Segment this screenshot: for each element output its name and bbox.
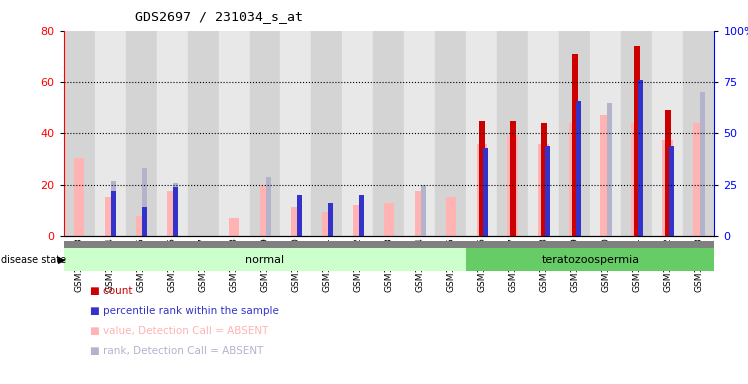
Bar (507, 136, 518, 236)
Bar (700, 92, 705, 236)
Text: ■ rank, Detection Call = ABSENT: ■ rank, Detection Call = ABSENT (90, 346, 263, 356)
Bar (156, 31, 188, 236)
Bar (476, 144, 488, 236)
Bar (229, 218, 239, 236)
Bar (105, 197, 115, 236)
Bar (290, 207, 301, 236)
Bar (311, 31, 343, 236)
Bar (188, 31, 218, 236)
Bar (539, 144, 549, 236)
Bar (73, 158, 85, 236)
Bar (572, 54, 578, 236)
Bar (446, 197, 456, 236)
Bar (541, 123, 547, 236)
Bar (545, 146, 550, 236)
Bar (435, 31, 467, 236)
Bar (94, 31, 126, 236)
Bar (352, 205, 364, 236)
Text: disease state: disease state (1, 255, 66, 265)
Bar (328, 203, 333, 236)
Bar (111, 191, 116, 236)
Bar (497, 31, 528, 236)
Bar (174, 183, 178, 236)
Bar (669, 146, 674, 236)
Bar (174, 187, 178, 236)
Bar (298, 195, 302, 236)
Text: normal: normal (245, 255, 284, 265)
Bar (634, 46, 640, 236)
Bar (322, 212, 332, 236)
Text: ■ value, Detection Call = ABSENT: ■ value, Detection Call = ABSENT (90, 326, 268, 336)
Text: ▶: ▶ (58, 255, 65, 265)
Bar (359, 195, 364, 236)
Bar (483, 148, 488, 236)
Text: ■ count: ■ count (90, 286, 132, 296)
Bar (560, 31, 590, 236)
Text: GDS2697 / 231034_s_at: GDS2697 / 231034_s_at (135, 10, 303, 23)
Bar (528, 31, 560, 236)
Bar (652, 31, 684, 236)
Bar (343, 31, 373, 236)
Bar (601, 115, 611, 236)
Text: ■ percentile rank within the sample: ■ percentile rank within the sample (90, 306, 279, 316)
Bar (421, 185, 426, 236)
Bar (693, 123, 705, 236)
Bar (405, 31, 435, 236)
Bar (631, 123, 643, 236)
Bar (569, 123, 580, 236)
Bar (218, 31, 250, 236)
Bar (607, 103, 612, 236)
Bar (142, 207, 147, 236)
Bar (384, 203, 394, 236)
Bar (479, 121, 485, 236)
Bar (142, 168, 147, 236)
Bar (260, 185, 271, 236)
Bar (414, 191, 426, 236)
Bar (111, 181, 116, 236)
Bar (590, 31, 622, 236)
Bar (266, 177, 271, 236)
Bar (684, 31, 714, 236)
Bar (663, 140, 673, 236)
Bar (135, 216, 147, 236)
Bar (665, 110, 671, 236)
Bar (126, 31, 156, 236)
Bar (373, 31, 405, 236)
Bar (64, 31, 94, 236)
Bar (622, 31, 652, 236)
Bar (250, 31, 280, 236)
Bar (638, 80, 643, 236)
Bar (467, 31, 497, 236)
Bar (167, 191, 177, 236)
Bar (576, 101, 581, 236)
Text: teratozoospermia: teratozoospermia (542, 255, 640, 265)
Bar (280, 31, 311, 236)
Bar (510, 121, 516, 236)
